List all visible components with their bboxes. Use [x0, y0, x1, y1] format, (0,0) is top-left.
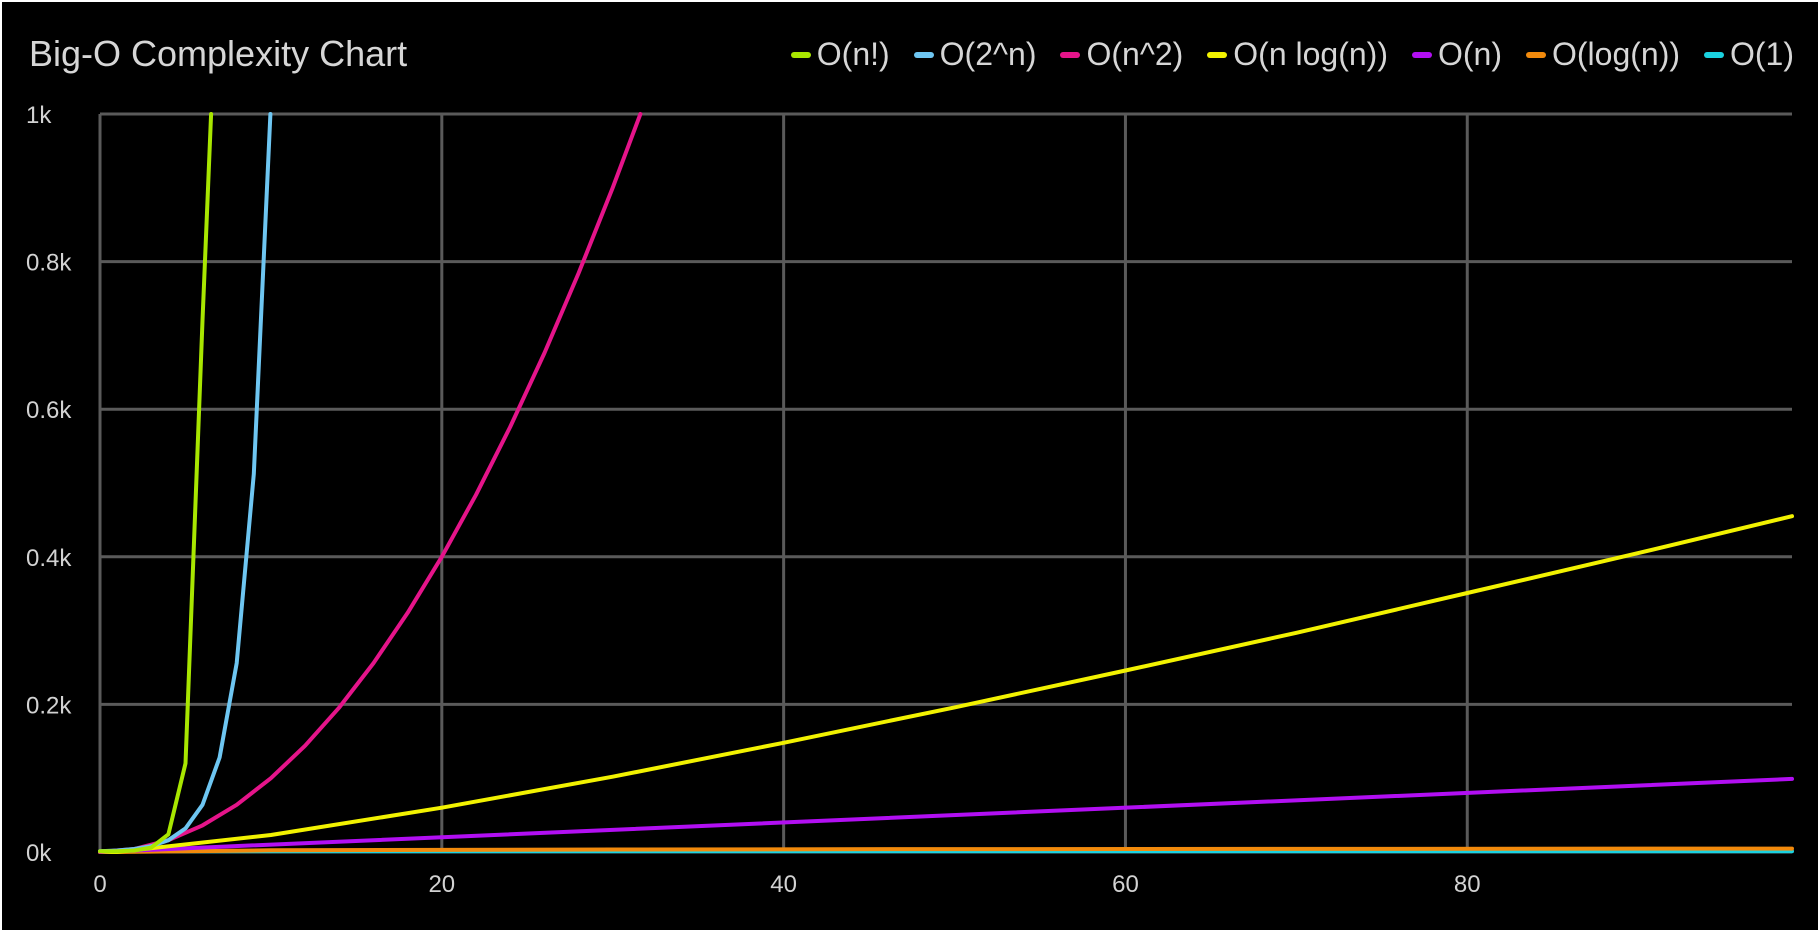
y-tick-label: 1k [26, 102, 52, 129]
legend-item-o-n[interactable]: O(n) [1411, 36, 1502, 73]
x-tick-label: 60 [1112, 871, 1139, 898]
legend-label: O(n) [1437, 36, 1502, 72]
series-line-o-n-log-n [98, 514, 1794, 854]
legend-item-o-n[interactable]: O(n!) [790, 36, 890, 73]
series-lines [98, 112, 1794, 854]
legend-item-o-1[interactable]: O(1) [1704, 36, 1794, 73]
legend-label: O(1) [1730, 36, 1794, 72]
legend-swatch [1704, 51, 1724, 58]
legend-swatch [1411, 51, 1432, 58]
y-axis-ticks: 0k 0.2k 0.4k 0.6k 0.8k 1k [26, 102, 72, 867]
series-line-o-n [98, 776, 1794, 854]
legend-swatch [1207, 51, 1228, 58]
y-tick-label: 0.2k [26, 692, 72, 719]
y-tick-label: 0.4k [26, 545, 72, 572]
legend-swatch [1525, 51, 1546, 58]
y-tick-label: 0k [26, 840, 52, 867]
x-tick-label: 40 [770, 871, 797, 898]
legend-label: O(n^2) [1086, 36, 1184, 72]
legend-item-o-log-n[interactable]: O(log(n)) [1525, 36, 1680, 73]
legend-item-o-n-log-n[interactable]: O(n log(n)) [1207, 36, 1388, 73]
legend-label: O(2^n) [939, 36, 1037, 72]
legend-label: O(n log(n)) [1233, 36, 1388, 72]
chart-title: Big-O Complexity Chart [29, 33, 408, 74]
legend: O(n!) O(2^n) O(n^2) O(n log(n)) O(n) O(log(n)… [790, 36, 1794, 73]
series-line-o-n-2 [98, 112, 643, 854]
x-tick-label: 20 [428, 871, 455, 898]
legend-swatch [790, 51, 811, 58]
legend-swatch [1060, 51, 1081, 58]
x-tick-label: 80 [1454, 871, 1481, 898]
series-line-o-n [98, 112, 214, 854]
legend-item-o-n-2[interactable]: O(n^2) [1060, 36, 1183, 73]
grid [98, 112, 1792, 854]
legend-label: O(n!) [816, 36, 890, 72]
legend-item-o-2-n[interactable]: O(2^n) [913, 36, 1037, 73]
y-tick-label: 0.8k [26, 250, 72, 277]
x-axis-ticks: 0 20 40 60 80 [93, 871, 1480, 898]
legend-label: O(log(n)) [1551, 36, 1680, 72]
y-tick-label: 0.6k [26, 397, 72, 424]
x-tick-label: 0 [93, 871, 106, 898]
legend-swatch [913, 51, 934, 58]
